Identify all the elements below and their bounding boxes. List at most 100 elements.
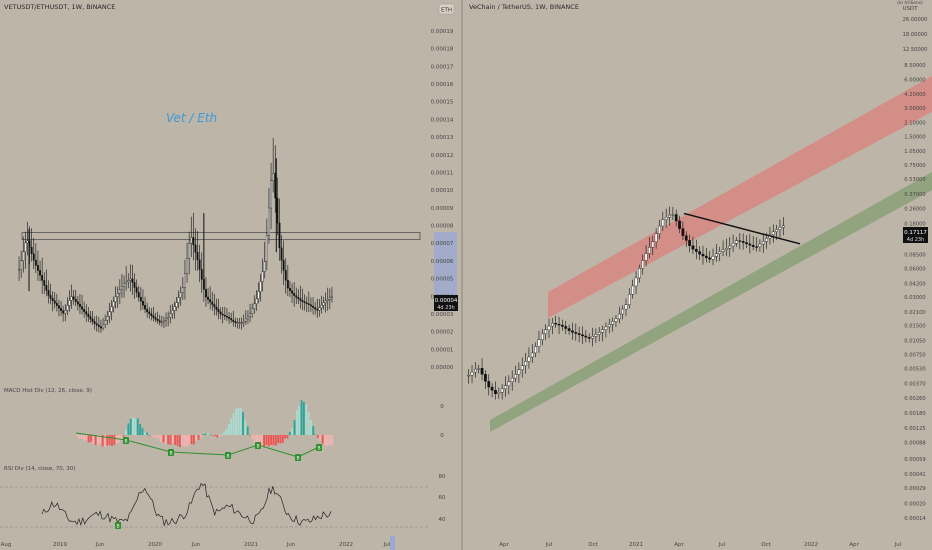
- right-time-axis[interactable]: Apr Jul Oct 2021 Apr Jul Oct 2022 Apr Jul: [499, 542, 902, 548]
- macd-bar: [293, 420, 296, 435]
- right-x-tick: Apr: [849, 542, 859, 548]
- macd-divergence-badge[interactable]: [168, 449, 174, 456]
- macd-bar: [260, 435, 263, 448]
- macd-tick-upper: 0: [440, 404, 444, 410]
- macd-divergence-badge[interactable]: [255, 442, 261, 449]
- left-time-axis[interactable]: Aug 2019 Jun 2020 Jun 2021 Jun 2022 Jul: [1, 542, 391, 548]
- right-chart-panel[interactable]: VeChain / TetherUS, 1W, BINANCE (in tril…: [467, 0, 932, 548]
- rsi-divergence-badge[interactable]: [115, 522, 121, 529]
- right-candle-body: [654, 233, 658, 242]
- macd-bar: [174, 435, 177, 446]
- right-candle-body: [594, 334, 598, 337]
- descending-trendline[interactable]: [683, 212, 801, 245]
- left-candle-body: [320, 304, 323, 308]
- macd-bar: [267, 435, 270, 447]
- resistance-zone-rect[interactable]: [21, 232, 421, 241]
- right-chart-title: VeChain / TetherUS, 1W, BINANCE: [469, 3, 579, 11]
- currency-badge-label: ETH: [441, 8, 452, 14]
- macd-divergence-badge[interactable]: [225, 452, 231, 459]
- right-y-tick: 1.50000: [904, 134, 925, 140]
- macd-bar: [319, 435, 322, 441]
- right-candle-body: [627, 294, 631, 305]
- macd-bar: [181, 435, 184, 446]
- left-candle-body: [181, 287, 184, 293]
- right-candle-body: [530, 352, 534, 358]
- macd-divergence-badge[interactable]: [123, 437, 129, 444]
- left-candle-body: [83, 308, 86, 312]
- macd-bar: [239, 407, 242, 435]
- right-candle-body: [611, 321, 614, 325]
- time-range-highlight: [390, 536, 395, 550]
- right-y-tick: 0.37000: [904, 192, 925, 198]
- right-last-price-tag: 0.17117 4d 23h: [903, 227, 928, 243]
- macd-bar: [101, 435, 104, 447]
- left-y-tick: 0.00010: [431, 188, 454, 194]
- macd-bar: [207, 433, 209, 435]
- macd-bar: [295, 409, 298, 435]
- macd-bar: [83, 435, 85, 441]
- macd-bar: [286, 435, 289, 439]
- macd-bar: [328, 435, 331, 446]
- left-candle-body: [49, 295, 52, 299]
- macd-bar: [146, 432, 148, 435]
- right-y-tick: 0.01500: [904, 324, 925, 330]
- macd-bar: [310, 420, 312, 435]
- left-candle-body: [322, 302, 325, 306]
- left-candle-body: [265, 235, 268, 262]
- right-y-tick: 0.00088: [904, 440, 925, 446]
- right-price-axis[interactable]: (in trillions) USDT 26.00000 18.00000 12.5…: [897, 0, 927, 522]
- left-candle-body: [192, 237, 195, 246]
- right-candle-body: [604, 326, 608, 330]
- left-chart-panel[interactable]: VETUSDT/ETHUSDT, 1W, BINANCE Vet / Eth E…: [0, 3, 458, 550]
- macd-bar: [197, 435, 200, 440]
- left-candle-body: [106, 316, 109, 321]
- red-resistance-channel[interactable]: [548, 76, 932, 318]
- left-candle-body: [207, 296, 209, 300]
- axis-header-units: (in trillions): [897, 0, 923, 6]
- left-candle-body: [139, 297, 142, 302]
- right-y-tick: 0.00530: [904, 367, 925, 373]
- left-candle-body: [60, 308, 62, 311]
- left-candle-body: [104, 320, 107, 325]
- macd-divergence-badge[interactable]: [295, 454, 301, 461]
- right-candle-body: [711, 256, 715, 260]
- right-y-tick: 0.75000: [904, 163, 925, 169]
- right-candle-body: [574, 332, 578, 334]
- right-candle-body: [624, 304, 628, 310]
- left-candle-body: [18, 269, 20, 271]
- right-candle-body: [527, 356, 531, 362]
- macd-divergence-badge[interactable]: [316, 444, 322, 451]
- left-price-axis[interactable]: ETH 0.00019 0.00018 0.00017 0.00016 0.00015 0…: [431, 3, 457, 371]
- left-candle-body: [328, 297, 331, 300]
- left-y-tick: 0.00012: [431, 153, 454, 159]
- right-x-tick: Oct: [588, 542, 598, 548]
- macd-divergence-badge-label: B: [169, 451, 172, 457]
- left-candle-body: [169, 313, 172, 318]
- green-support-channel[interactable]: [490, 172, 932, 432]
- right-candle-body: [745, 242, 748, 245]
- left-candle-body: [53, 300, 56, 304]
- right-candle-body: [484, 374, 487, 382]
- left-y-tick: 0.00009: [431, 206, 454, 212]
- macd-bar: [148, 435, 151, 436]
- right-candle-body: [514, 374, 517, 379]
- right-y-tick: 8.50000: [904, 63, 925, 69]
- left-candle-body: [297, 297, 300, 300]
- macd-histogram: [76, 400, 333, 448]
- macd-bar: [85, 435, 88, 441]
- left-candle-body: [26, 240, 29, 244]
- right-candle-body: [571, 330, 574, 333]
- macd-bar: [99, 435, 102, 445]
- left-candle-body: [118, 289, 121, 294]
- right-candle-body: [617, 313, 621, 320]
- left-candle-body: [47, 290, 50, 296]
- currency-badge[interactable]: [438, 3, 455, 15]
- right-candle-body: [517, 369, 521, 375]
- left-candle-body: [293, 292, 296, 296]
- left-candle-body: [72, 296, 75, 300]
- left-candle-body: [307, 303, 310, 305]
- left-candle-body: [274, 172, 277, 199]
- left-chart-title: VETUSDT/ETHUSDT, 1W, BINANCE: [4, 3, 115, 11]
- right-y-tick: 0.00014: [904, 516, 926, 522]
- macd-bar: [106, 435, 109, 446]
